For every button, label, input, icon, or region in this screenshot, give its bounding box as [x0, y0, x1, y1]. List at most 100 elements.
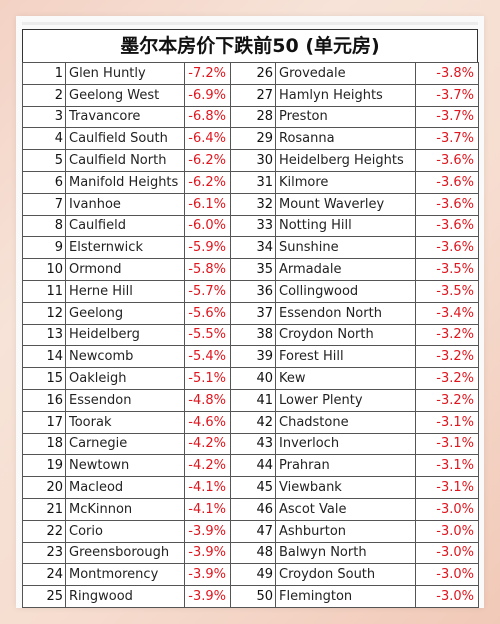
table-row: 23 Greensborough -3.9% 48 Balwyn North -3.0%: [22, 541, 479, 565]
table-row: 3 Travancore -6.8% 28 Preston -3.7%: [22, 105, 479, 129]
right-rank-cell: 35: [230, 258, 276, 281]
right-rank-cell: 48: [230, 541, 276, 565]
right-price-change-cell: -3.6%: [415, 149, 479, 172]
left-price-change-cell: -4.2%: [184, 454, 231, 478]
right-rank-cell: 36: [230, 279, 276, 303]
right-price-change-cell: -3.4%: [415, 301, 479, 325]
right-suburb-cell: Heidelberg Heights: [275, 149, 416, 172]
left-suburb-cell: Travancore: [65, 105, 185, 129]
right-rank-cell: 46: [230, 497, 276, 521]
left-suburb-cell: Toorak: [65, 410, 185, 434]
left-rank-cell: 18: [22, 432, 66, 456]
table-row: 2 Geelong West -6.9% 27 Hamlyn Heights -3.7%: [22, 83, 479, 107]
right-rank-cell: 49: [230, 563, 276, 587]
left-price-change-cell: -4.1%: [184, 497, 231, 521]
left-price-change-cell: -6.2%: [184, 149, 231, 172]
left-suburb-cell: Newcomb: [65, 345, 185, 369]
table-row: 18 Carnegie -4.2% 43 Inverloch -3.1%: [22, 432, 479, 456]
right-price-change-cell: -3.0%: [415, 563, 479, 587]
ranking-sheet: 墨尔本房价下跌前50 (单元房) 1 Glen Huntly -7.2% 26 Grov…: [22, 29, 479, 608]
left-suburb-cell: Caulfield: [65, 214, 185, 238]
left-price-change-cell: -4.1%: [184, 476, 231, 499]
right-suburb-cell: Forest Hill: [275, 345, 416, 369]
left-suburb-cell: Greensborough: [65, 541, 185, 565]
right-price-change-cell: -3.1%: [415, 476, 479, 499]
right-price-change-cell: -3.7%: [415, 127, 479, 151]
right-rank-cell: 28: [230, 105, 276, 129]
right-suburb-cell: Notting Hill: [275, 214, 416, 238]
right-rank-cell: 42: [230, 410, 276, 434]
left-price-change-cell: -6.1%: [184, 192, 231, 216]
right-price-change-cell: -3.0%: [415, 585, 479, 608]
right-price-change-cell: -3.2%: [415, 323, 479, 347]
left-rank-cell: 12: [22, 301, 66, 325]
right-suburb-cell: Ashburton: [275, 519, 416, 543]
right-suburb-cell: Inverloch: [275, 432, 416, 456]
left-price-change-cell: -3.9%: [184, 541, 231, 565]
left-price-change-cell: -5.4%: [184, 345, 231, 369]
right-rank-cell: 43: [230, 432, 276, 456]
table-row: 5 Caulfield North -6.2% 30 Heidelberg Height…: [22, 149, 479, 172]
right-rank-cell: 34: [230, 236, 276, 260]
right-suburb-cell: Sunshine: [275, 236, 416, 260]
left-rank-cell: 25: [22, 585, 66, 608]
left-suburb-cell: Oakleigh: [65, 367, 185, 390]
right-price-change-cell: -3.7%: [415, 83, 479, 107]
left-suburb-cell: Carnegie: [65, 432, 185, 456]
right-rank-cell: 32: [230, 192, 276, 216]
right-suburb-cell: Collingwood: [275, 279, 416, 303]
right-price-change-cell: -3.1%: [415, 454, 479, 478]
left-suburb-cell: Caulfield South: [65, 127, 185, 151]
left-suburb-cell: Macleod: [65, 476, 185, 499]
table-row: 24 Montmorency -3.9% 49 Croydon South -3.0%: [22, 563, 479, 587]
right-suburb-cell: Essendon North: [275, 301, 416, 325]
right-suburb-cell: Hamlyn Heights: [275, 83, 416, 107]
left-suburb-cell: Corio: [65, 519, 185, 543]
left-rank-cell: 4: [22, 127, 66, 151]
table-row: 25 Ringwood -3.9% 50 Flemington -3.0%: [22, 585, 479, 608]
table-row: 13 Heidelberg -5.5% 38 Croydon North -3.2%: [22, 323, 479, 347]
left-suburb-cell: Geelong West: [65, 83, 185, 107]
ranking-table-body: 1 Glen Huntly -7.2% 26 Grovedale -3.8% 2 Geelon…: [22, 62, 479, 608]
left-suburb-cell: Heidelberg: [65, 323, 185, 347]
right-price-change-cell: -3.1%: [415, 432, 479, 456]
left-rank-cell: 16: [22, 388, 66, 412]
right-suburb-cell: Kew: [275, 367, 416, 390]
left-suburb-cell: Montmorency: [65, 563, 185, 587]
left-suburb-cell: Caulfield North: [65, 149, 185, 172]
left-price-change-cell: -5.5%: [184, 323, 231, 347]
top-divider: [22, 22, 478, 25]
right-suburb-cell: Rosanna: [275, 127, 416, 151]
left-suburb-cell: Elsternwick: [65, 236, 185, 260]
left-price-change-cell: -4.8%: [184, 388, 231, 412]
right-rank-cell: 40: [230, 367, 276, 390]
page-title: 墨尔本房价下跌前50 (单元房): [22, 29, 478, 62]
table-row: 17 Toorak -4.6% 42 Chadstone -3.1%: [22, 410, 479, 434]
left-rank-cell: 20: [22, 476, 66, 499]
right-price-change-cell: -3.2%: [415, 388, 479, 412]
right-rank-cell: 38: [230, 323, 276, 347]
left-rank-cell: 15: [22, 367, 66, 390]
left-suburb-cell: Manifold Heights: [65, 170, 185, 194]
table-row: 9 Elsternwick -5.9% 34 Sunshine -3.6%: [22, 236, 479, 260]
table-row: 16 Essendon -4.8% 41 Lower Plenty -3.2%: [22, 388, 479, 412]
right-price-change-cell: -3.2%: [415, 367, 479, 390]
left-rank-cell: 1: [22, 62, 66, 85]
right-rank-cell: 27: [230, 83, 276, 107]
table-row: 6 Manifold Heights -6.2% 31 Kilmore -3.6%: [22, 170, 479, 194]
table-row: 11 Herne Hill -5.7% 36 Collingwood -3.5%: [22, 279, 479, 303]
table-row: 7 Ivanhoe -6.1% 32 Mount Waverley -3.6%: [22, 192, 479, 216]
left-price-change-cell: -6.0%: [184, 214, 231, 238]
left-price-change-cell: -3.9%: [184, 585, 231, 608]
right-suburb-cell: Viewbank: [275, 476, 416, 499]
right-price-change-cell: -3.6%: [415, 192, 479, 216]
left-price-change-cell: -4.6%: [184, 410, 231, 434]
left-rank-cell: 19: [22, 454, 66, 478]
right-price-change-cell: -3.0%: [415, 541, 479, 565]
left-rank-cell: 11: [22, 279, 66, 303]
right-price-change-cell: -3.6%: [415, 236, 479, 260]
right-price-change-cell: -3.1%: [415, 410, 479, 434]
right-suburb-cell: Preston: [275, 105, 416, 129]
right-suburb-cell: Prahran: [275, 454, 416, 478]
right-price-change-cell: -3.5%: [415, 258, 479, 281]
